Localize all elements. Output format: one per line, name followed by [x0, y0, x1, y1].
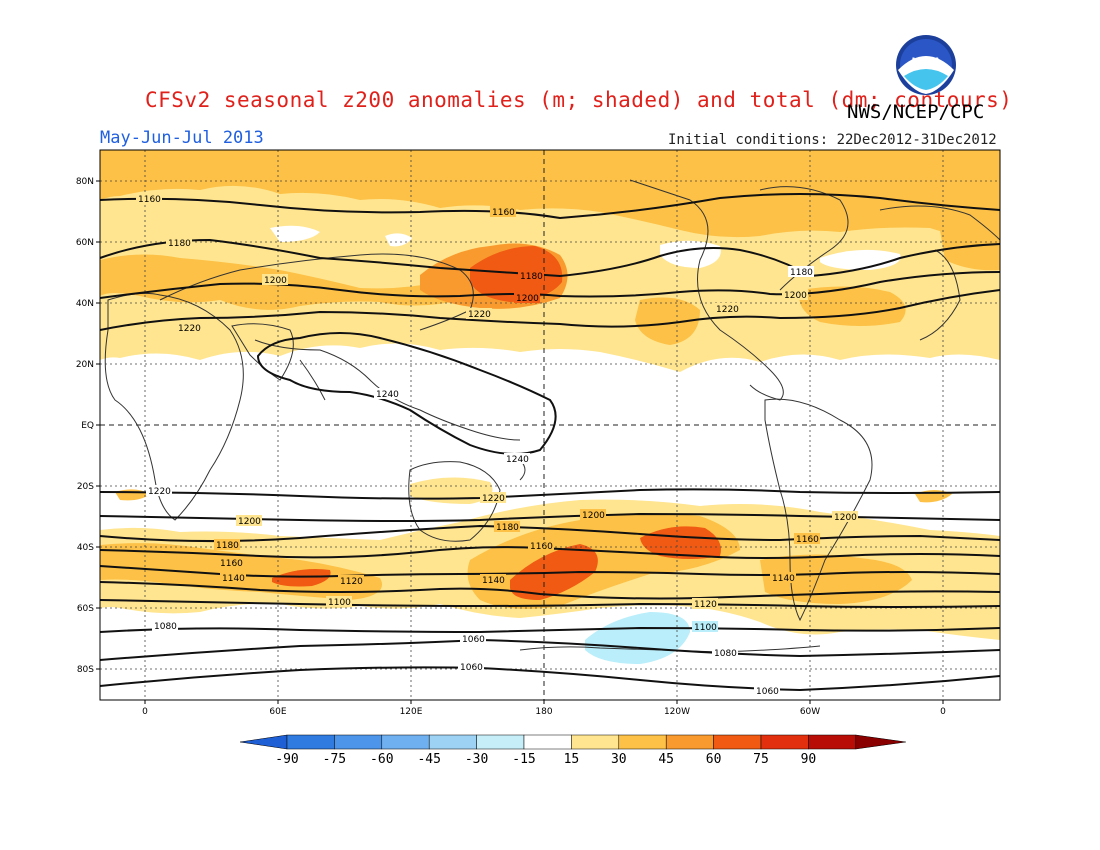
contour-labels: 1160 1160 1180 1180 1180 1200 1200 1200 …	[136, 193, 858, 697]
colorbar-swatch	[713, 734, 762, 750]
colorbar-swatch	[286, 734, 335, 750]
lon-label: 120E	[400, 707, 423, 717]
colorbar-swatch	[428, 734, 477, 750]
svg-text:1120: 1120	[340, 577, 363, 587]
svg-text:1220: 1220	[716, 305, 739, 315]
anomaly-shade-south-orange-3	[272, 569, 331, 587]
lat-label: EQ	[81, 421, 94, 431]
svg-text:1180: 1180	[520, 272, 543, 282]
colorbar-lower-arrow	[239, 734, 288, 750]
svg-text:1140: 1140	[772, 574, 795, 584]
svg-text:1240: 1240	[376, 390, 399, 400]
lat-label: 80S	[77, 665, 94, 675]
lat-label: 40N	[76, 299, 94, 309]
lat-label: 60S	[77, 604, 94, 614]
svg-text:1160: 1160	[220, 559, 243, 569]
colorbar-label: -45	[417, 752, 440, 767]
colorbar-label: 75	[753, 752, 769, 767]
svg-text:1220: 1220	[482, 494, 505, 504]
svg-text:NOAA: NOAA	[912, 57, 941, 67]
svg-text:1060: 1060	[460, 663, 483, 673]
svg-text:1220: 1220	[468, 310, 491, 320]
anomaly-shade-europe	[940, 227, 1000, 271]
map-area: 1160 1160 1180 1180 1180 1200 1200 1200 …	[100, 150, 1000, 700]
lat-label: 40S	[77, 543, 94, 553]
svg-text:1080: 1080	[714, 649, 737, 659]
latitude-ticks	[96, 180, 100, 670]
colorbar-label: -90	[275, 752, 298, 767]
colorbar-swatch	[760, 734, 809, 750]
forecast-period: May-Jun-Jul 2013	[100, 128, 264, 148]
svg-text:1080: 1080	[154, 622, 177, 632]
lon-label: 0	[940, 707, 946, 717]
colorbar-label: -60	[370, 752, 393, 767]
lon-label: 60E	[269, 707, 286, 717]
colorbar-swatch	[571, 734, 620, 750]
svg-text:1120: 1120	[694, 600, 717, 610]
graticule	[100, 150, 1000, 700]
noaa-logo: NOAA	[896, 35, 956, 95]
agency-label: NWS/NCEP/CPC	[847, 101, 985, 123]
svg-text:1200: 1200	[784, 291, 807, 301]
chart-title: CFSv2 seasonal z200 anomalies (m; shaded…	[145, 88, 1013, 112]
svg-text:1200: 1200	[582, 511, 605, 521]
colorbar-swatch	[808, 734, 857, 750]
lon-label: 0	[142, 707, 148, 717]
colorbar-label: 60	[706, 752, 722, 767]
svg-text:1180: 1180	[790, 268, 813, 278]
longitude-axis: 0 60E 120E 180 120W 60W 0	[142, 707, 946, 717]
svg-text:1140: 1140	[482, 576, 505, 586]
svg-text:1180: 1180	[496, 523, 519, 533]
colorbar-label: -15	[512, 752, 535, 767]
svg-text:1220: 1220	[148, 487, 171, 497]
lat-label: 20S	[77, 482, 94, 492]
anomaly-shade-negative	[585, 612, 690, 664]
svg-text:1100: 1100	[328, 598, 351, 608]
svg-text:1100: 1100	[694, 623, 717, 633]
colorbar-swatch	[665, 734, 714, 750]
lon-label: 180	[535, 707, 552, 717]
colorbar-swatch	[523, 734, 572, 750]
colorbar-label: 30	[611, 752, 627, 767]
svg-text:1200: 1200	[238, 517, 261, 527]
anomaly-shade-americas	[635, 297, 700, 345]
equator-dateline	[100, 150, 1000, 700]
colorbar-label: 45	[658, 752, 674, 767]
colorbar-label: -30	[465, 752, 488, 767]
colorbar-swatch	[334, 734, 383, 750]
svg-text:1180: 1180	[168, 239, 191, 249]
svg-text:1060: 1060	[462, 635, 485, 645]
svg-text:1200: 1200	[516, 294, 539, 304]
svg-text:1060: 1060	[756, 687, 779, 697]
svg-text:1200: 1200	[834, 513, 857, 523]
colorbar-swatch	[476, 734, 525, 750]
colorbar-swatch	[618, 734, 667, 750]
svg-text:1200: 1200	[264, 276, 287, 286]
colorbar-swatch	[381, 734, 430, 750]
colorbar: -90 -75 -60 -45 -30 -15 15 30 45 60 75 90	[239, 734, 906, 767]
latitude-axis: 80N 60N 40N 20N EQ 20S 40S 60S 80S	[76, 177, 94, 675]
colorbar-label: -75	[323, 752, 346, 767]
svg-text:1220: 1220	[178, 324, 201, 334]
colorbar-upper-arrow	[855, 734, 906, 750]
initial-conditions: Initial conditions: 22Dec2012-31Dec2012	[668, 132, 997, 148]
svg-text:1240: 1240	[506, 455, 529, 465]
svg-text:1160: 1160	[138, 195, 161, 205]
lon-label: 120W	[664, 707, 690, 717]
svg-text:1160: 1160	[492, 208, 515, 218]
longitude-ticks	[144, 700, 944, 704]
height-contours	[100, 193, 1000, 692]
lon-label: 60W	[800, 707, 820, 717]
colorbar-label: 15	[564, 752, 580, 767]
svg-text:1180: 1180	[216, 541, 239, 551]
lat-label: 60N	[76, 238, 94, 248]
svg-text:1140: 1140	[222, 574, 245, 584]
lat-label: 80N	[76, 177, 94, 187]
lat-label: 20N	[76, 360, 94, 370]
svg-text:1160: 1160	[530, 542, 553, 552]
colorbar-label: 90	[801, 752, 817, 767]
svg-text:1160: 1160	[796, 535, 819, 545]
anomaly-shade-north-med	[100, 150, 1000, 240]
